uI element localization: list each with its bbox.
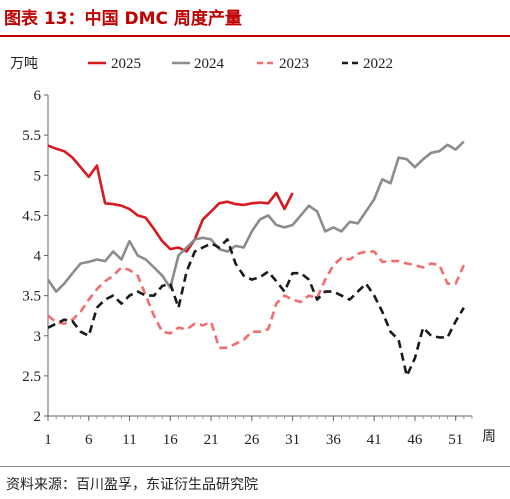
x-tick-label: 31 (285, 432, 300, 448)
y-tick-label: 4 (34, 249, 42, 265)
source-note: 资料来源：百川盈孚，东证衍生品研究院 (6, 477, 258, 493)
x-tick-label: 6 (85, 432, 93, 448)
legend: 2025 2024 2023 2022 (88, 56, 393, 72)
x-tick-label: 1 (44, 432, 52, 448)
x-tick-label: 11 (122, 432, 136, 448)
source-divider (0, 466, 510, 467)
x-tick-label: 36 (326, 432, 342, 448)
series-group (46, 140, 465, 378)
y-tick-label: 2.5 (22, 369, 41, 385)
x-tick-label: 21 (204, 432, 219, 448)
y-tick-label: 5 (34, 168, 42, 184)
series-line-2022 (47, 238, 465, 378)
y-axis-unit-label: 万吨 (10, 56, 38, 72)
legend-label-2025: 2025 (111, 56, 141, 72)
x-tick-label: 26 (244, 432, 260, 448)
legend-label-2023: 2023 (279, 56, 309, 72)
y-tick-label: 4.5 (22, 208, 41, 224)
figure-title: 图表 13：中国 DMC 周度产量 (4, 9, 242, 29)
series-line-2024 (46, 140, 465, 293)
legend-label-2022: 2022 (363, 56, 393, 72)
series-line-2025 (47, 144, 294, 253)
y-tick-label: 2 (34, 409, 42, 425)
legend-label-2024: 2024 (194, 56, 225, 72)
x-tick-label: 41 (367, 432, 382, 448)
series-line-2023 (47, 250, 465, 350)
y-tick-label: 3 (34, 329, 42, 345)
axes: 22.533.544.555.561 6 11 16 21 26 31 36 41 46 51 (22, 88, 473, 448)
x-tick-label: 51 (448, 432, 463, 448)
title-underline (0, 35, 510, 37)
y-tick-label: 6 (34, 88, 42, 104)
x-tick-label: 16 (163, 432, 179, 448)
y-tick-label: 5.5 (22, 128, 41, 144)
x-axis-unit-label: 周 (482, 429, 496, 445)
x-tick-label: 46 (407, 432, 423, 448)
y-tick-label: 3.5 (22, 289, 41, 305)
